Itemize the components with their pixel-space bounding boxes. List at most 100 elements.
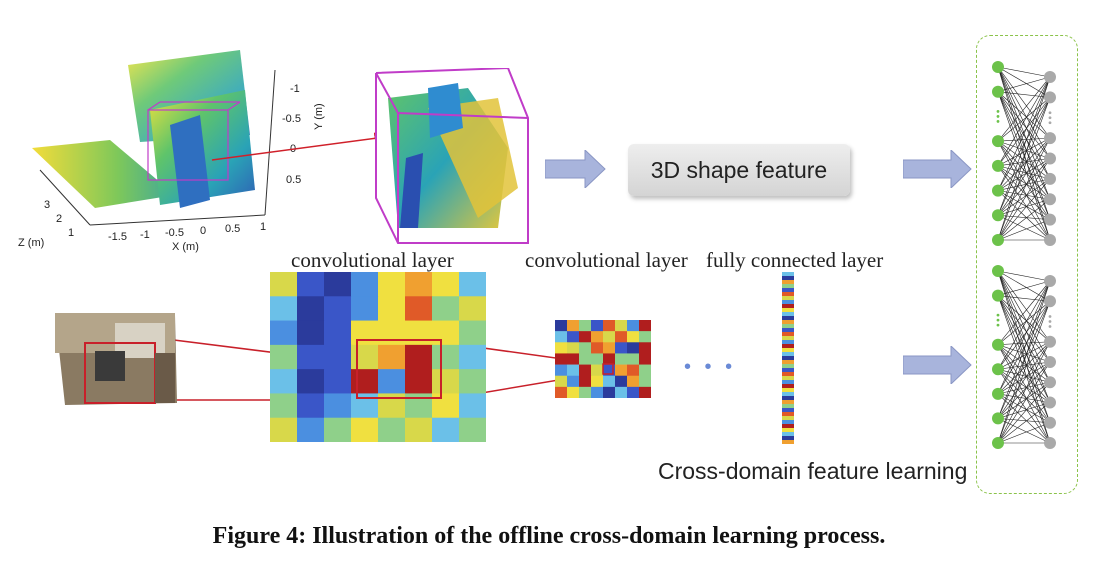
heatmap-cell	[627, 386, 640, 398]
heatmap-cell	[270, 417, 298, 442]
heatmap-cell	[351, 344, 379, 370]
nn-output-node	[1044, 172, 1056, 185]
fc-unit	[782, 404, 794, 409]
nn-edge	[997, 158, 1051, 167]
nn-edge	[997, 97, 1051, 216]
nn-edge	[997, 344, 1051, 444]
heatmap-cell	[378, 272, 406, 297]
heatmap-cell	[639, 375, 651, 388]
heatmap-cell	[627, 375, 640, 388]
heatmap-cell	[555, 375, 568, 388]
nn-edge	[997, 270, 1051, 363]
nn-edge	[997, 382, 1051, 444]
heatmap-cell	[405, 369, 433, 394]
heatmap-cell	[579, 353, 592, 365]
nn-ellipsis	[996, 323, 1000, 327]
nn-edge	[997, 66, 1051, 180]
conv-feature-map-small	[555, 320, 651, 398]
heatmap-cell	[567, 386, 580, 398]
heatmap-cell	[459, 393, 486, 419]
fc-unit	[782, 436, 794, 441]
heatmap-cell	[324, 296, 352, 322]
heatmap-cell	[270, 369, 298, 394]
nn-input-node	[992, 363, 1004, 376]
nn-ellipsis	[996, 110, 1000, 113]
heatmap-cell	[297, 320, 325, 346]
fc-unit	[782, 424, 794, 429]
nn-output-node	[1044, 132, 1056, 145]
fc-unit	[782, 376, 794, 381]
heatmap-cell	[603, 320, 616, 332]
heatmap-cell	[297, 296, 325, 322]
heatmap-cell	[432, 417, 460, 442]
heatmap-cell	[639, 320, 651, 332]
nn-output-node	[1044, 234, 1056, 246]
nn-ellipsis	[996, 120, 1000, 123]
heatmap-cell	[615, 386, 628, 398]
heatmap-cell	[639, 331, 651, 343]
heatmap-cell	[459, 320, 486, 346]
nn-output-node	[1044, 437, 1056, 449]
nn-edge	[997, 158, 1051, 216]
nn-input-node	[992, 338, 1004, 351]
nn-edge	[997, 295, 1051, 383]
fc-unit	[782, 440, 794, 444]
fc-unit	[782, 328, 794, 333]
nn-edge	[997, 137, 1051, 167]
fc-unit	[782, 352, 794, 357]
heatmap-cell	[378, 320, 406, 346]
nn-output-node	[1044, 376, 1056, 389]
nn-output-node	[1044, 335, 1056, 348]
fc-unit	[782, 384, 794, 389]
nn-output-node	[1044, 71, 1056, 83]
fc-unit	[782, 280, 794, 285]
nn-edge	[997, 66, 1051, 241]
z-tick: 1	[68, 227, 74, 239]
y-tick: -0.5	[282, 113, 301, 125]
cross-domain-label: Cross-domain feature learning	[658, 458, 968, 484]
nn-edge	[997, 361, 1051, 395]
heatmap-cell	[378, 344, 406, 370]
heatmap-cell	[405, 320, 433, 346]
heatmap-cell	[378, 369, 406, 394]
heatmap-cell	[297, 417, 325, 442]
heatmap-cell	[351, 296, 379, 322]
nn-edge	[997, 382, 1051, 419]
nn-ellipsis	[1048, 325, 1052, 328]
nn-edge	[997, 295, 1051, 444]
fc-unit	[782, 340, 794, 345]
nn-edge	[997, 270, 1051, 282]
fc-unit	[782, 288, 794, 293]
heatmap-cell	[639, 364, 651, 377]
z-tick: 3	[44, 199, 50, 211]
heatmap-cell	[351, 272, 379, 297]
heatmap-cell	[615, 331, 628, 343]
nn-edge	[997, 178, 1051, 191]
fc-unit	[782, 356, 794, 361]
x-tick: -1.5	[108, 231, 127, 243]
heatmap-cell	[405, 344, 433, 370]
heatmap-cell	[324, 393, 352, 419]
heatmap-cell	[432, 296, 460, 322]
heatmap-cell	[351, 320, 379, 346]
fc-unit	[782, 292, 794, 297]
neural-network	[992, 61, 1056, 449]
heatmap-cell	[351, 417, 379, 442]
heatmap-cell	[567, 375, 580, 388]
nn-input-node	[992, 234, 1004, 246]
nn-edge	[997, 270, 1051, 444]
fc-unit	[782, 408, 794, 413]
heatmap-cell	[591, 375, 604, 388]
nn-edge	[997, 393, 1051, 444]
heatmap-cell	[615, 375, 628, 388]
nn-edge	[997, 402, 1051, 444]
nn-input-node	[992, 159, 1004, 172]
fc-unit	[782, 428, 794, 433]
nn-output-node	[1044, 356, 1056, 368]
nn-edge	[997, 97, 1051, 167]
nn-edge	[997, 369, 1051, 444]
fc-unit	[782, 300, 794, 305]
x-tick: 0	[200, 225, 206, 237]
fc-unit	[782, 420, 794, 425]
fc-unit	[782, 344, 794, 349]
